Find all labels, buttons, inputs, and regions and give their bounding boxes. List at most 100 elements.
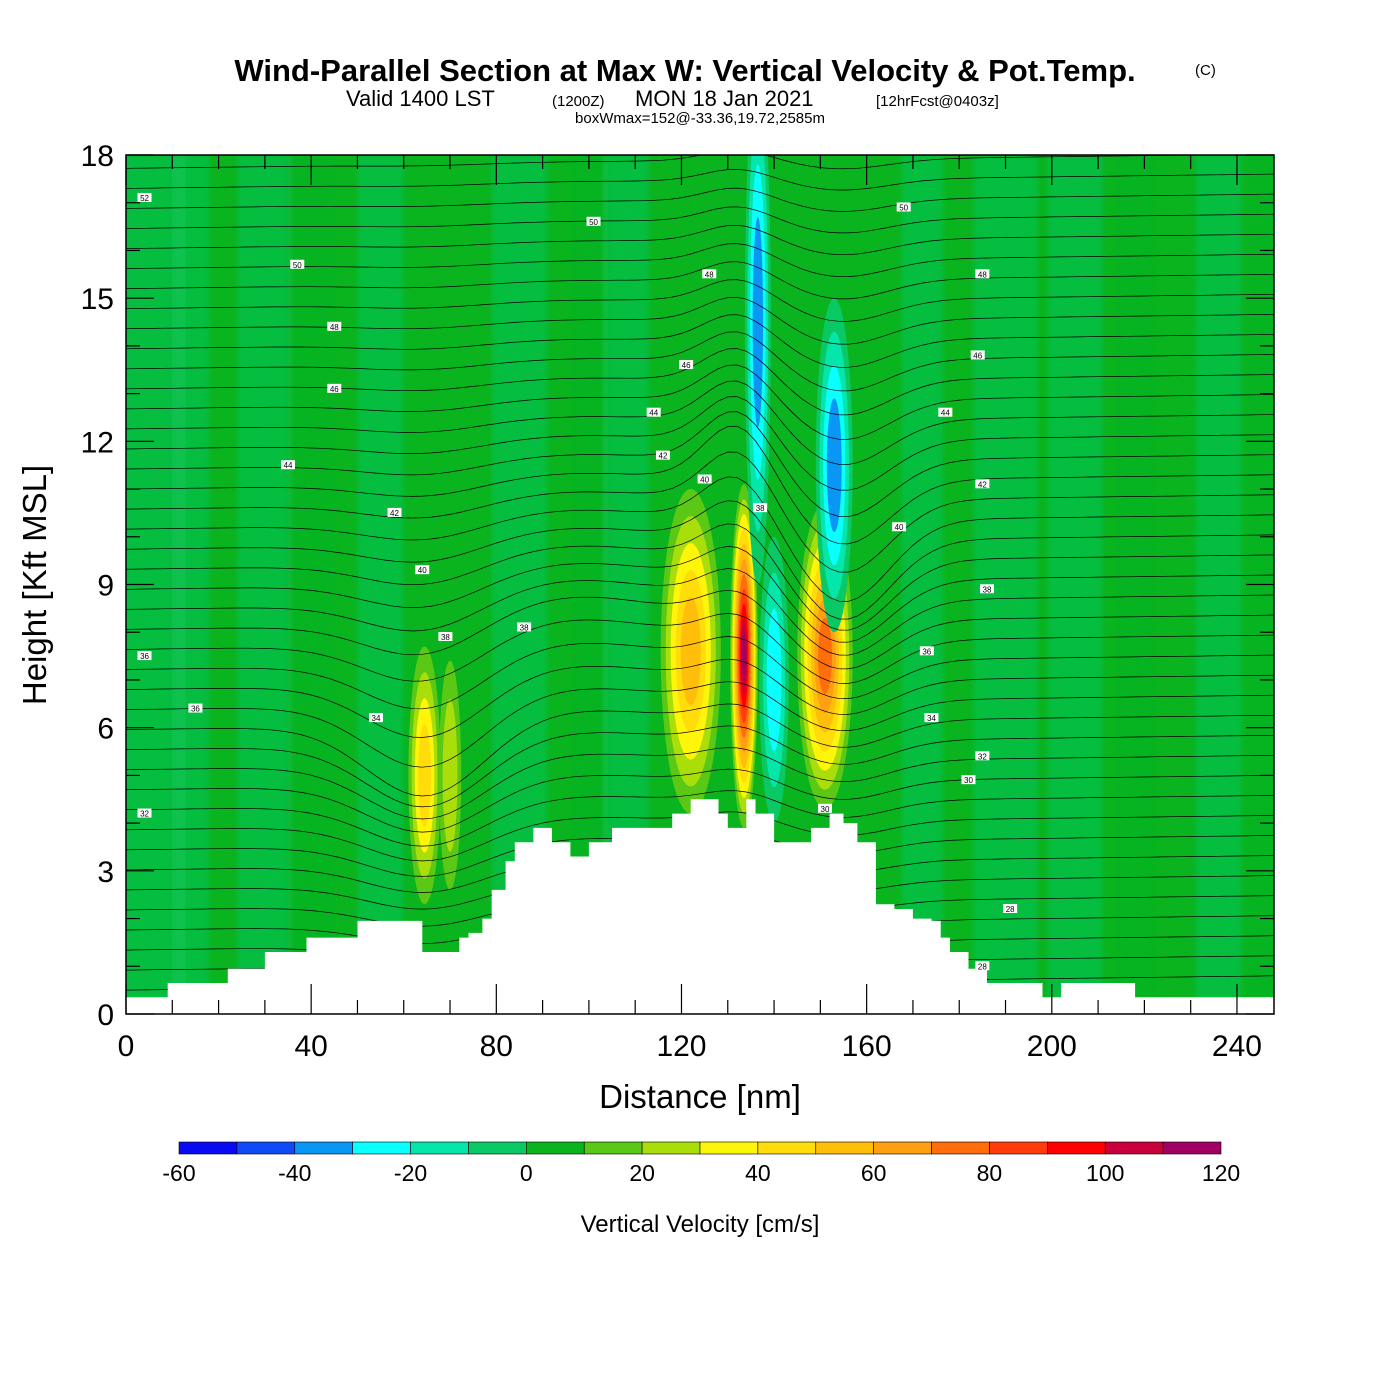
colorbar-swatch	[815, 1141, 874, 1155]
theta-label-bg	[924, 713, 939, 723]
theta-line-24	[126, 451, 1274, 573]
theta-label-bg	[655, 450, 670, 460]
theta-label-text: 40	[895, 523, 904, 532]
colorbar-swatch	[294, 1141, 353, 1155]
theta-line-21	[126, 523, 1274, 631]
theta-label-18: 40	[892, 522, 907, 532]
theta-label-text: 50	[293, 261, 302, 270]
theta-label-bg	[438, 631, 453, 641]
theta-line-18	[126, 589, 1274, 670]
subtitle-utc: (1200Z)	[552, 93, 605, 110]
theta-label-text: 32	[140, 810, 149, 819]
theta-label-11: 44	[646, 407, 661, 418]
colorbar-tick-label: -20	[394, 1160, 427, 1186]
streak-4	[357, 155, 404, 1014]
x-tick-label: 40	[294, 1030, 327, 1063]
theta-label-13: 42	[387, 507, 402, 518]
colorbar-swatch	[352, 1141, 411, 1155]
streak-11	[1116, 155, 1154, 1014]
x-tick-label: 240	[1212, 1030, 1262, 1063]
theta-label-bg	[646, 407, 661, 417]
theta-label-1: 50	[290, 259, 305, 270]
colorbar-tick-label: 100	[1086, 1160, 1124, 1186]
colorbar-swatch	[526, 1141, 585, 1155]
chart-title: Wind-Parallel Section at Max W: Vertical…	[234, 53, 1135, 88]
theta-label-5: 48	[702, 269, 717, 279]
colorbar-swatch	[757, 1141, 817, 1155]
colorbar-swatch	[989, 1141, 1048, 1155]
theta-label-text: 32	[978, 752, 987, 761]
theta-label-16: 40	[415, 565, 430, 575]
theta-label-6: 48	[975, 269, 990, 279]
theta-label-4: 48	[327, 321, 342, 332]
colorbar-label: Vertical Velocity [cm/s]	[581, 1211, 820, 1238]
y-tick-label: 0	[97, 999, 114, 1032]
theta-label-14: 42	[655, 450, 670, 461]
theta-label-bg	[892, 522, 907, 532]
theta-label-bg	[586, 216, 601, 226]
theta-label-bg	[961, 775, 976, 785]
theta-label-bg	[517, 622, 532, 632]
theta-label-bg	[387, 507, 402, 517]
streak-12	[1195, 155, 1242, 1014]
theta-line-20	[126, 546, 1274, 643]
theta-label-bg	[975, 961, 990, 971]
theta-label-text: 48	[330, 323, 339, 332]
theta-line-14	[126, 681, 1274, 768]
theta-label-text: 42	[390, 509, 399, 518]
theta-label-bg	[1003, 904, 1018, 914]
theta-label-31: 30	[961, 775, 976, 785]
cell-3-level-3	[418, 723, 432, 827]
colorbar-tick-label: 40	[745, 1160, 771, 1186]
box-wmax-label: boxWmax=152@-33.36,19.72,2585m	[575, 110, 825, 127]
colorbar-swatch	[178, 1141, 238, 1155]
theta-label-bg	[137, 808, 152, 818]
theta-label-15: 42	[975, 479, 990, 489]
theta-line-10	[126, 768, 1274, 833]
x-axis-label: Distance [nm]	[599, 1078, 801, 1115]
theta-line-28	[126, 380, 1274, 465]
theta-label-17: 40	[697, 474, 712, 485]
theta-line-29	[126, 364, 1274, 440]
theta-label-23: 36	[137, 651, 152, 661]
cell-2-level-6	[818, 617, 832, 695]
cell-0-level-10	[741, 630, 747, 682]
theta-label-7: 46	[327, 383, 342, 394]
theta-label-text: 42	[659, 452, 668, 461]
theta-label-bg	[679, 359, 694, 369]
subtitle-forecast: [12hrFcst@0403z]	[876, 93, 999, 110]
theta-line-22	[126, 500, 1274, 620]
theta-contour-labels: 52 50 50 50 48 48 48 46 46 46 44 44 44 42 42 42 40 40 40 38…	[137, 192, 1018, 971]
subtitle-date: MON 18 Jan 2021	[635, 86, 814, 111]
theta-label-bg	[327, 383, 342, 393]
theta-line-17	[126, 613, 1274, 684]
theta-label-bg	[702, 269, 717, 279]
colorbar-swatch	[641, 1141, 701, 1155]
theta-line-25	[126, 425, 1274, 545]
theta-label-text: 34	[927, 714, 936, 723]
theta-line-31	[126, 331, 1274, 392]
theta-label-text: 36	[922, 647, 931, 656]
theta-label-text: 46	[682, 361, 691, 370]
theta-line-35	[126, 261, 1274, 300]
terrain-mask	[126, 799, 1274, 1014]
theta-label-9: 46	[970, 350, 985, 360]
colorbar-tick-label: -40	[278, 1160, 311, 1186]
theta-line-9	[126, 790, 1274, 847]
theta-label-8: 46	[679, 359, 694, 370]
subtitle-valid: Valid 1400 LST	[346, 86, 495, 111]
theta-label-bg	[188, 703, 203, 713]
theta-label-27: 34	[924, 713, 939, 723]
theta-line-34	[126, 279, 1274, 322]
plot-area: 52 50 50 50 48 48 48 46 46 46 44 44 44 42 42 42 40 40 40 38…	[126, 155, 1274, 1014]
theta-line-27	[126, 396, 1274, 491]
theta-line-15	[126, 658, 1274, 738]
x-axis: 0 40 80 120 160 200 240	[118, 155, 1262, 1063]
theta-label-bg	[980, 584, 994, 594]
x-tick-label: 80	[480, 1030, 513, 1063]
theta-label-30: 30	[817, 803, 832, 814]
theta-label-21: 38	[753, 503, 768, 513]
theta-line-37	[126, 224, 1274, 256]
copyright-mark: (C)	[1195, 62, 1216, 79]
